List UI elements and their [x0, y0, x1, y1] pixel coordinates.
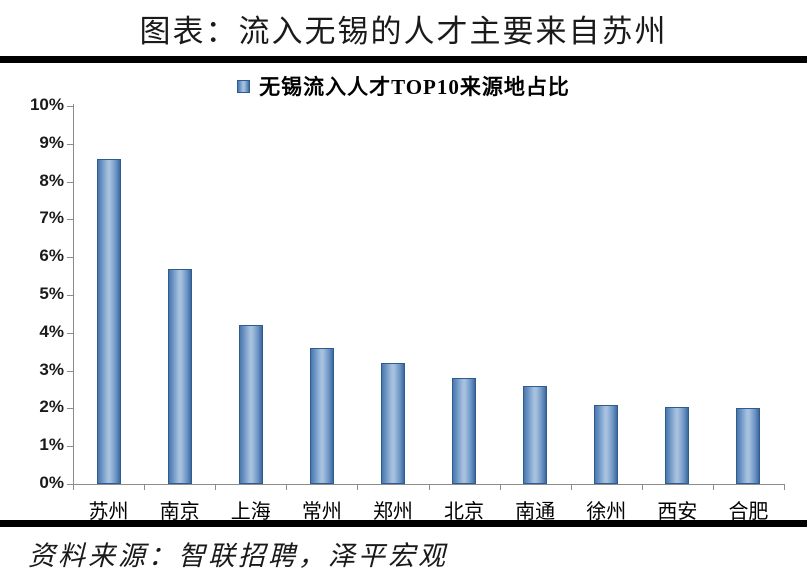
legend-series-swatch	[237, 79, 251, 93]
y-axis-tick-label: 10%	[29, 95, 64, 114]
bottom-divider-rule	[0, 520, 807, 527]
x-axis-tick	[286, 484, 288, 490]
y-axis-tick-label: 1%	[39, 435, 64, 455]
y-axis-tick-label: 2%	[39, 397, 64, 417]
bar-上海	[238, 325, 263, 484]
chart-title: 图表：流入无锡的人才主要来自苏州	[139, 14, 668, 49]
y-axis-tick	[67, 219, 73, 221]
bar-常州	[309, 347, 334, 484]
x-axis-label: 常州	[301, 501, 342, 523]
y-axis-tick-label: 4%	[39, 321, 64, 341]
x-axis-tick	[215, 484, 217, 490]
top-divider-rule	[0, 56, 807, 63]
bar-南通	[523, 385, 548, 484]
y-axis-tick-label: 9%	[39, 132, 64, 152]
bar-郑州	[380, 363, 405, 484]
x-axis-tick	[641, 484, 643, 490]
y-axis-tick	[67, 370, 73, 372]
y-axis-tick	[67, 446, 73, 448]
y-axis-tick	[67, 332, 73, 334]
y-axis-tick-label: 0%	[39, 473, 64, 492]
y-axis-tick-label: 5%	[39, 284, 64, 303]
bar-南京	[167, 268, 192, 484]
y-axis-line	[73, 104, 74, 485]
chart-legend: 无锡流入人才TOP10来源地占比	[0, 71, 807, 101]
x-axis-label: 北京	[444, 501, 485, 523]
bar-西安	[665, 406, 690, 484]
y-axis-tick	[67, 143, 73, 145]
y-axis-tick	[67, 181, 73, 183]
x-axis-label: 徐州	[586, 501, 627, 523]
x-axis-label: 郑州	[372, 501, 413, 523]
y-axis-tick-label: 3%	[39, 359, 64, 379]
bar-合肥	[736, 408, 761, 484]
bar-徐州	[594, 404, 619, 484]
source-note: 资料来源：智联招聘，泽平宏观	[28, 541, 448, 571]
bar-北京	[452, 378, 477, 484]
y-axis-tick	[67, 106, 73, 107]
x-axis-label: 合肥	[728, 501, 769, 523]
x-axis-tick	[499, 484, 501, 490]
x-axis-tick	[144, 484, 146, 490]
x-axis-tick	[784, 484, 785, 490]
x-axis-label: 南通	[515, 501, 556, 523]
x-axis-tick	[357, 484, 359, 490]
x-axis-tick	[428, 484, 430, 490]
y-axis-tick	[67, 257, 73, 259]
x-axis-label: 西安	[657, 501, 698, 523]
x-axis-tick	[73, 484, 74, 490]
legend-series-label: 无锡流入人才TOP10来源地占比	[259, 75, 570, 99]
x-axis-tick	[712, 484, 714, 490]
y-axis-tick-label: 6%	[39, 246, 64, 266]
y-axis-tick-label: 7%	[39, 208, 64, 228]
x-axis-label: 苏州	[88, 501, 129, 523]
y-axis-tick	[67, 295, 73, 296]
x-axis-label: 上海	[230, 501, 271, 523]
bar-苏州	[96, 158, 121, 484]
y-axis-tick	[67, 484, 73, 485]
x-axis-tick	[570, 484, 572, 490]
x-axis-label: 南京	[159, 501, 200, 523]
y-axis-tick-label: 8%	[39, 170, 64, 190]
y-axis-tick	[67, 408, 73, 410]
